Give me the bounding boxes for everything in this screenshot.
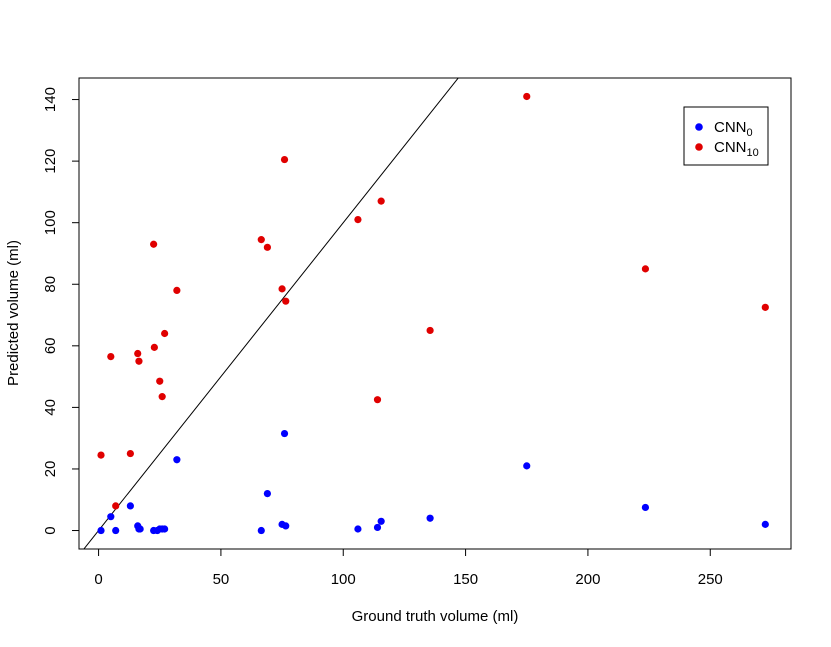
x-axis-title: Ground truth volume (ml) [352,608,519,625]
point-cnn0 [373,523,382,532]
point-cnn10 [278,285,286,293]
point-cnn0 [173,456,181,464]
point-cnn10 [158,393,166,401]
point-cnn0 [282,522,290,530]
x-tick-label: 150 [453,571,478,588]
point-cnn10 [426,326,434,335]
point-cnn10 [263,243,271,251]
point-cnn10 [761,303,769,311]
point-cnn10 [135,357,143,365]
point-cnn10 [126,449,134,458]
point-cnn0 [761,520,769,528]
point-cnn10 [107,352,115,361]
point-cnn10 [150,343,158,351]
legend-marker-cnn10 [695,143,703,151]
data-points [97,92,769,535]
point-cnn10 [97,451,105,459]
point-cnn0 [263,489,271,498]
y-tick-label: 80 [42,276,59,293]
x-tick-label: 100 [331,571,356,588]
point-cnn10 [523,92,531,101]
point-cnn0 [136,525,144,533]
y-tick-label: 60 [42,337,59,354]
point-cnn10 [282,297,290,305]
point-cnn10 [173,286,181,295]
point-cnn0 [126,502,134,510]
y-tick-label: 20 [42,461,59,478]
point-cnn0 [426,514,434,522]
point-cnn10 [134,349,142,358]
point-cnn10 [150,240,158,248]
point-cnn0 [641,503,650,512]
y-tick-label: 140 [42,87,59,112]
point-cnn0 [161,525,169,533]
point-cnn10 [280,155,289,164]
point-cnn10 [354,216,362,224]
point-cnn10 [373,396,382,404]
legend-label-cnn10: CNN10 [714,139,759,159]
x-axis: 0 50 100 150 200 250 [94,549,723,588]
y-axis-title: Predicted volume (ml) [5,240,22,386]
x-tick-label: 200 [575,571,600,588]
point-cnn0 [523,462,531,470]
point-cnn10 [112,502,120,510]
point-cnn0 [377,517,385,525]
y-tick-label: 0 [42,526,59,534]
point-cnn0 [112,526,120,535]
identity-reference-line [83,78,459,549]
point-cnn10 [156,377,164,385]
point-cnn10 [161,329,169,338]
point-cnn0 [257,526,265,535]
point-cnn0 [280,429,289,438]
legend-label-cnn0: CNN0 [714,119,753,139]
point-cnn0 [97,526,105,535]
y-tick-label: 40 [42,399,59,416]
legend-marker-cnn0 [695,123,703,131]
y-axis: 0 20 40 60 80 100 120 140 [42,87,79,535]
y-tick-label: 100 [42,210,59,235]
point-cnn0 [107,513,115,521]
point-cnn0 [354,525,362,533]
plot-frame [78,77,792,550]
x-tick-label: 0 [94,571,102,588]
y-tick-label: 120 [42,149,59,174]
point-cnn10 [377,197,385,205]
legend-box [683,106,769,166]
legend: CNN0 CNN10 [683,106,769,166]
x-tick-label: 50 [213,571,230,588]
point-cnn10 [257,236,265,244]
point-cnn10 [641,265,650,273]
x-tick-label: 250 [698,571,723,588]
